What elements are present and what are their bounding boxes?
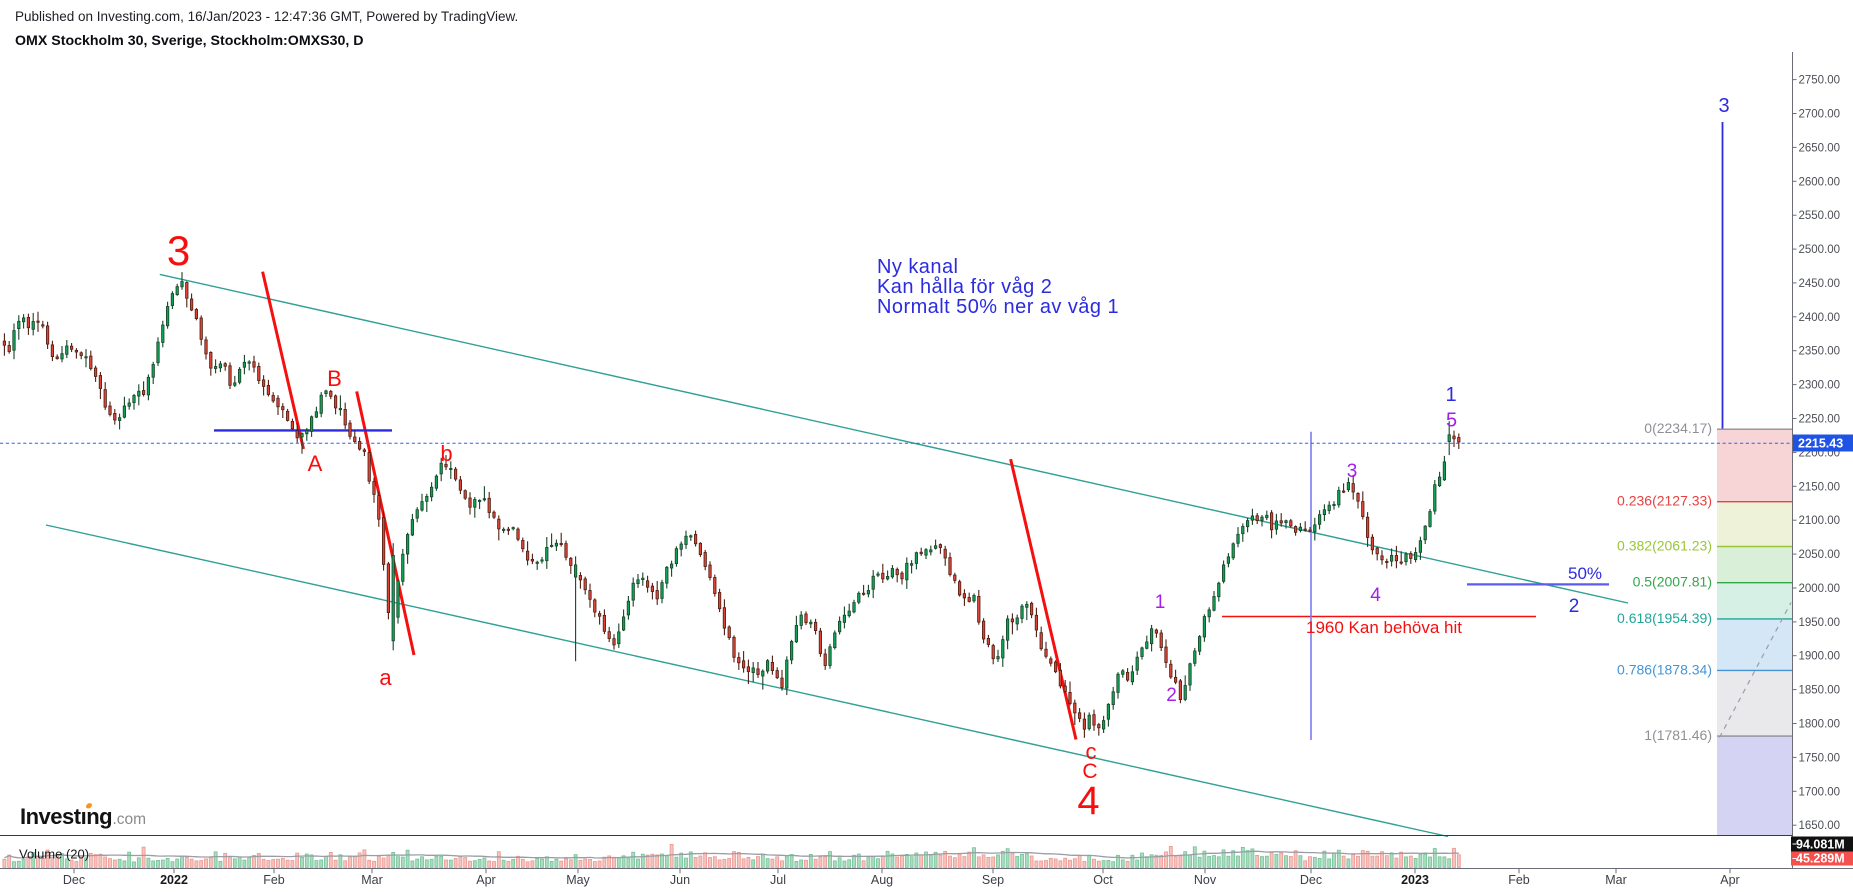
svg-text:1800.00: 1800.00 — [1799, 719, 1841, 731]
svg-text:OMX Stockholm 30, Sverige, Sto: OMX Stockholm 30, Sverige, Stockholm:OMX… — [15, 33, 363, 49]
svg-text:Ny kanal: Ny kanal — [877, 256, 958, 278]
svg-text:c: c — [1086, 739, 1097, 764]
svg-text:0.236(2127.33): 0.236(2127.33) — [1617, 493, 1712, 509]
svg-text:May: May — [566, 873, 590, 887]
svg-text:1900.00: 1900.00 — [1799, 651, 1841, 663]
svg-text:2000.00: 2000.00 — [1799, 583, 1841, 595]
svg-text:2500.00: 2500.00 — [1799, 244, 1841, 256]
svg-text:2023: 2023 — [1401, 873, 1429, 887]
svg-text:0(2234.17): 0(2234.17) — [1644, 420, 1712, 436]
svg-text:Aug: Aug — [871, 873, 893, 887]
svg-text:1850.00: 1850.00 — [1799, 685, 1841, 697]
svg-text:Jul: Jul — [770, 873, 786, 887]
svg-text:Dec: Dec — [1300, 873, 1322, 887]
svg-text:2750.00: 2750.00 — [1799, 75, 1841, 87]
svg-text:1750.00: 1750.00 — [1799, 752, 1841, 764]
svg-text:2150.00: 2150.00 — [1799, 481, 1841, 493]
svg-text:2550.00: 2550.00 — [1799, 210, 1841, 222]
svg-text:2350.00: 2350.00 — [1799, 346, 1841, 358]
svg-text:2300.00: 2300.00 — [1799, 380, 1841, 392]
svg-text:2250.00: 2250.00 — [1799, 414, 1841, 426]
svg-text:2400.00: 2400.00 — [1799, 312, 1841, 324]
svg-text:1950.00: 1950.00 — [1799, 617, 1841, 629]
svg-text:2100.00: 2100.00 — [1799, 515, 1841, 527]
svg-text:Jun: Jun — [670, 873, 690, 887]
svg-text:2: 2 — [1166, 685, 1177, 706]
svg-text:2: 2 — [1569, 596, 1580, 617]
svg-text:0.5(2007.81): 0.5(2007.81) — [1633, 574, 1712, 590]
svg-text:Feb: Feb — [1508, 873, 1530, 887]
svg-text:Published on Investing.com, 16: Published on Investing.com, 16/Jan/2023 … — [15, 9, 518, 24]
svg-text:2700.00: 2700.00 — [1799, 109, 1841, 121]
svg-text:0.382(2061.23): 0.382(2061.23) — [1617, 538, 1712, 554]
svg-text:45.289M: 45.289M — [1796, 852, 1845, 866]
svg-text:2650.00: 2650.00 — [1799, 142, 1841, 154]
svg-text:2050.00: 2050.00 — [1799, 549, 1841, 561]
svg-text:1960 Kan behöva hit: 1960 Kan behöva hit — [1306, 618, 1462, 637]
svg-text:A: A — [308, 451, 323, 476]
svg-text:5: 5 — [1446, 410, 1457, 432]
svg-text:94.081M: 94.081M — [1796, 838, 1845, 852]
svg-text:.com: .com — [113, 811, 147, 828]
svg-text:Volume (20): Volume (20) — [19, 847, 89, 862]
svg-text:1(1781.46): 1(1781.46) — [1644, 727, 1712, 743]
svg-text:Apr: Apr — [1720, 873, 1739, 887]
svg-text:Investıng: Investıng — [20, 804, 112, 829]
svg-text:Mar: Mar — [361, 873, 383, 887]
svg-text:50%: 50% — [1568, 564, 1602, 583]
svg-text:1700.00: 1700.00 — [1799, 786, 1841, 798]
svg-text:0.618(1954.39): 0.618(1954.39) — [1617, 610, 1712, 626]
svg-text:1650.00: 1650.00 — [1799, 820, 1841, 832]
svg-text:4: 4 — [1077, 779, 1099, 823]
svg-text:Normalt 50% ner av våg 1: Normalt 50% ner av våg 1 — [877, 296, 1119, 318]
svg-text:Feb: Feb — [263, 873, 285, 887]
svg-text:Dec: Dec — [63, 873, 85, 887]
svg-text:Mar: Mar — [1605, 873, 1627, 887]
svg-text:3: 3 — [1718, 95, 1729, 117]
svg-text:Apr: Apr — [476, 873, 495, 887]
svg-text:2600.00: 2600.00 — [1799, 176, 1841, 188]
svg-text:Sep: Sep — [982, 873, 1004, 887]
svg-text:C: C — [1082, 760, 1097, 783]
svg-text:B: B — [327, 366, 342, 391]
svg-text:a: a — [379, 665, 392, 690]
svg-text:Kan hålla för våg 2: Kan hålla för våg 2 — [877, 276, 1052, 298]
svg-text:Oct: Oct — [1093, 873, 1113, 887]
svg-text:2450.00: 2450.00 — [1799, 278, 1841, 290]
svg-text:3: 3 — [1347, 461, 1358, 482]
svg-text:1: 1 — [1155, 592, 1166, 613]
svg-text:2022: 2022 — [160, 873, 188, 887]
svg-text:1: 1 — [1445, 384, 1456, 406]
svg-text:Nov: Nov — [1194, 873, 1217, 887]
svg-text:4: 4 — [1370, 585, 1381, 606]
svg-text:2215.43: 2215.43 — [1798, 437, 1843, 451]
svg-text:b: b — [440, 441, 452, 466]
svg-text:0.786(1878.34): 0.786(1878.34) — [1617, 661, 1712, 677]
svg-text:3: 3 — [167, 227, 190, 274]
